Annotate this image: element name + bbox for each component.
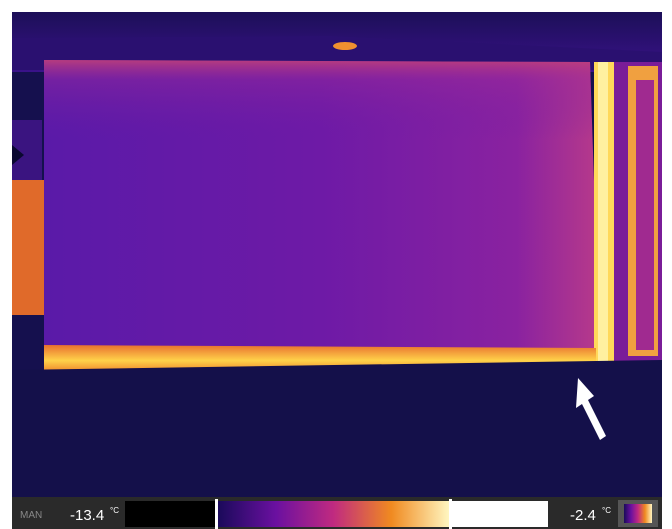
thermal-image [12, 12, 662, 497]
mode-label: MAN [20, 510, 42, 521]
min-temp: -13.4 [70, 507, 104, 524]
max-unit: °C [602, 506, 611, 515]
page: MAN -13.4 °C -2.4 °C (() => { const data… [0, 0, 672, 529]
status-bar: MAN -13.4 °C -2.4 °C [12, 497, 662, 529]
thermal-screen: MAN -13.4 °C -2.4 °C [0, 0, 672, 529]
max-temp: -2.4 [570, 507, 596, 524]
min-unit: °C [110, 506, 119, 515]
